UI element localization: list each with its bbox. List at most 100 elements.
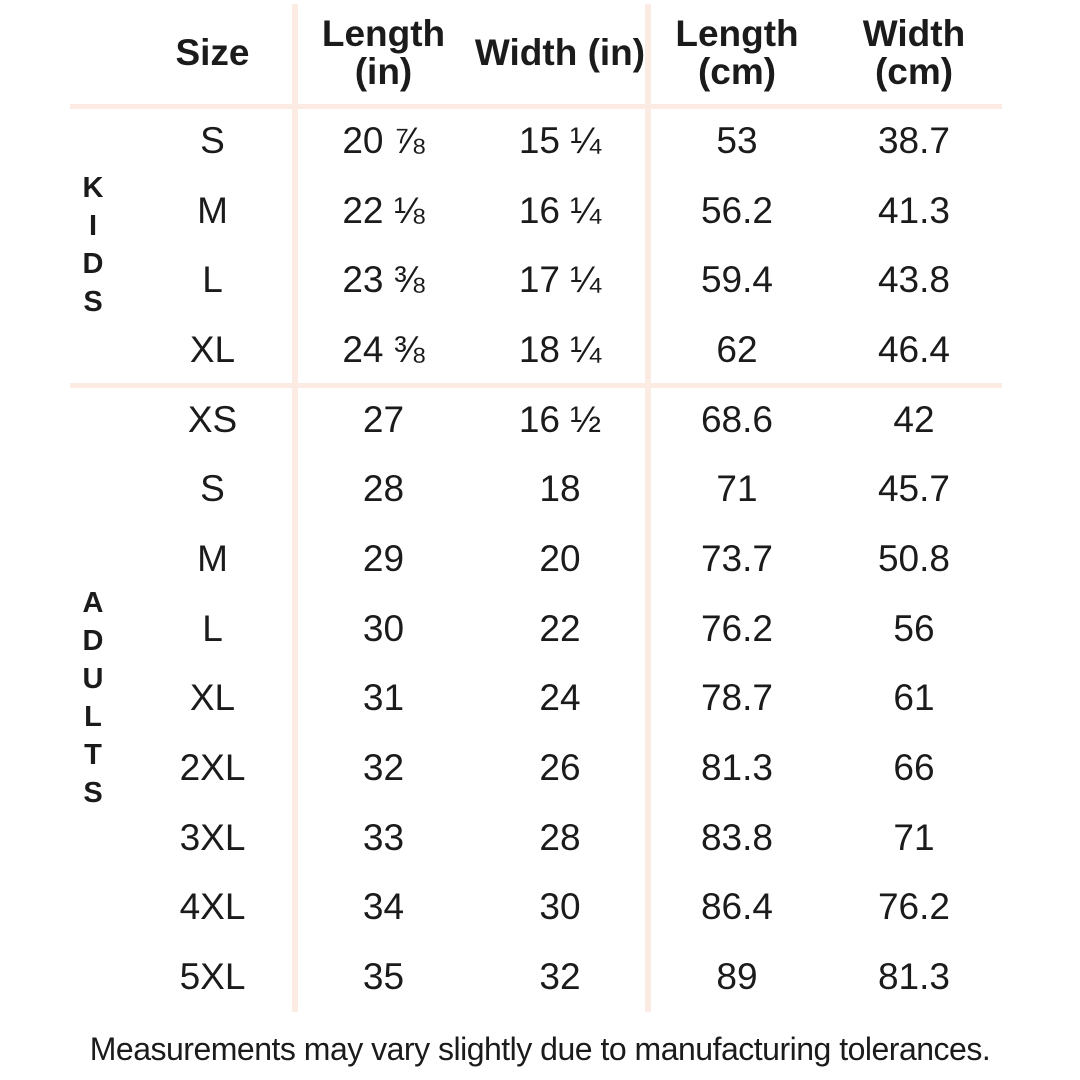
length-in-cell: 34 [362,886,405,928]
length-in-cell: 28 [362,468,405,510]
header-length-in-line1: Length [321,13,446,54]
length-cm-cell: 71 [716,468,758,510]
size-cell: L [202,259,223,301]
size-cell: XL [189,677,236,719]
size-cell: S [200,468,225,510]
width-cm-cell: 50.8 [877,537,950,579]
length-cm-cell: 56.2 [700,189,773,231]
width-in-cell: 17 ¼ [518,259,602,301]
footer-note: Measurements may vary slightly due to ma… [89,1030,991,1067]
group-label-letter: L [84,701,102,734]
width-in-cell: 32 [539,956,581,998]
length-cm-cell: 68.6 [700,398,773,440]
size-cell: 4XL [179,886,246,928]
size-cell: XS [187,398,238,440]
length-in-cell: 23 ⅜ [342,259,425,301]
width-in-cell: 28 [539,816,581,858]
width-cm-cell: 46.4 [877,328,950,370]
header-width-in: Width (in) [472,0,648,106]
width-in-cell: 26 [539,747,581,789]
header-divider [70,104,1002,109]
size-cell: L [202,607,223,649]
width-cm-cell: 45.7 [877,468,950,510]
width-cm-cell: 42 [893,398,935,440]
table-row: XS 27 16 ½ 68.6 42 [0,385,1002,455]
group-label-letter: U [82,663,104,696]
header-spacer [0,0,130,106]
length-cm-cell: 81.3 [700,747,773,789]
table-row: M 29 20 73.7 50.8 [0,524,1002,594]
length-in-cell: 30 [362,607,405,649]
width-cm-cell: 41.3 [877,189,950,231]
size-cell: 5XL [179,956,246,998]
size-cell: M [197,189,228,231]
width-in-cell: 30 [539,886,581,928]
table-row: 2XL 32 26 81.3 66 [0,733,1002,803]
width-in-cell: 22 [539,607,581,649]
length-cm-cell: 89 [716,956,758,998]
length-in-cell: 20 ⅞ [342,119,425,161]
width-cm-cell: 61 [893,677,935,719]
length-cm-cell: 62 [716,328,758,370]
table-row: L 23 ⅜ 17 ¼ 59.4 43.8 [0,245,1002,315]
header-width-in-line1: Width (in) [474,32,646,73]
group-rows: S 20 ⅞ 15 ¼ 53 38.7 M 22 ⅛ 16 ¼ 56.2 41.… [0,106,1080,385]
width-in-cell: 15 ¼ [518,119,602,161]
width-in-cell: 24 [539,677,581,719]
header-length-in: Length (in) [295,0,472,106]
width-in-cell: 20 [539,537,581,579]
header-width-cm-line2: (cm) [874,51,954,92]
length-cm-cell: 53 [716,119,758,161]
width-in-cell: 16 ¼ [518,189,602,231]
length-in-cell: 29 [362,537,405,579]
table-row: 3XL 33 28 83.8 71 [0,803,1002,873]
width-cm-cell: 38.7 [877,119,950,161]
group-label-letter: I [88,210,98,243]
group-label-letter: T [84,739,102,772]
group-rows: XS 27 16 ½ 68.6 42 S 28 18 71 45.7 M 29 … [0,385,1080,1012]
column-divider-1 [292,4,298,1012]
table-row: 5XL 35 32 89 81.3 [0,942,1002,1012]
width-in-cell: 18 ¼ [518,328,602,370]
group-label-letter: D [82,248,104,281]
table-row: L 30 22 76.2 56 [0,594,1002,664]
header-width-cm-line1: Width [862,13,966,54]
kids-adults-divider [70,383,1002,388]
size-cell: S [200,119,225,161]
width-cm-cell: 66 [893,747,935,789]
width-cm-cell: 81.3 [877,956,950,998]
length-cm-cell: 73.7 [700,537,773,579]
length-in-cell: 24 ⅜ [342,328,425,370]
width-cm-cell: 71 [893,816,935,858]
group-label-letter: S [83,286,103,319]
length-cm-cell: 76.2 [700,607,773,649]
length-cm-cell: 86.4 [700,886,773,928]
header-length-cm-line1: Length [675,13,799,54]
width-cm-cell: 43.8 [877,259,950,301]
header-length-in-line2: (in) [354,51,413,92]
table-row: M 22 ⅛ 16 ¼ 56.2 41.3 [0,176,1002,246]
table-row: S 28 18 71 45.7 [0,454,1002,524]
group-label-letter: K [82,172,104,205]
size-cell: 3XL [179,816,246,858]
table-row: 4XL 34 30 86.4 76.2 [0,873,1002,943]
width-in-cell: 16 ½ [518,398,602,440]
length-in-cell: 22 ⅛ [342,189,425,231]
size-cell: 2XL [179,747,246,789]
header-length-cm-line2: (cm) [697,51,777,92]
length-in-cell: 31 [362,677,405,719]
length-cm-cell: 59.4 [700,259,773,301]
group-label-letter: D [82,625,104,658]
length-in-cell: 27 [362,398,405,440]
header-size: Size [130,0,295,106]
table-header: Size Length (in) Width (in) Length (cm) … [0,0,1002,106]
width-in-cell: 18 [539,468,581,510]
size-cell: XL [189,328,236,370]
group-label-letter: S [83,777,103,810]
length-cm-cell: 78.7 [700,677,773,719]
